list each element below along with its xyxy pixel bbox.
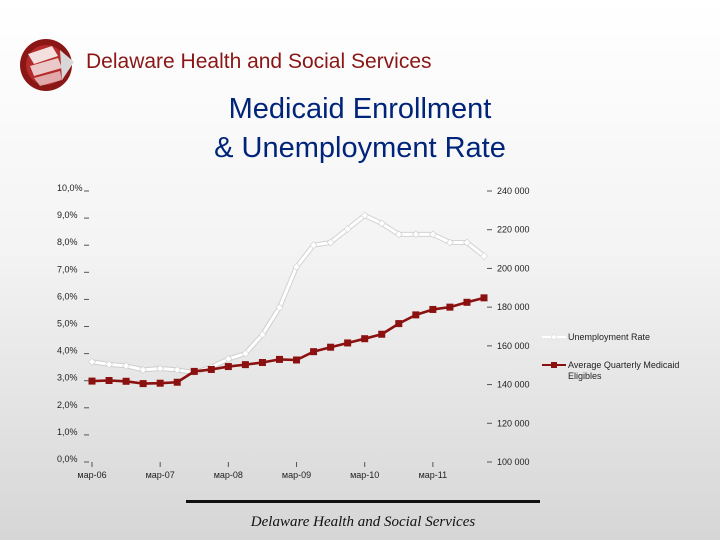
medicaid-eligibles-point bbox=[258, 359, 266, 367]
right-axis-tick-label: 140 000 bbox=[497, 380, 530, 390]
x-axis-tick-label: мар-11 bbox=[419, 470, 448, 480]
medicaid-eligibles-point bbox=[207, 365, 215, 373]
unemployment-rate-point bbox=[428, 230, 437, 239]
medicaid-eligibles-point bbox=[275, 355, 283, 363]
left-axis-tick-label: 4,0% bbox=[57, 346, 78, 356]
medicaid-eligibles-point bbox=[173, 378, 181, 386]
left-axis-tick-label: 6,0% bbox=[57, 291, 78, 301]
medicaid-eligibles-point bbox=[463, 298, 471, 306]
unemployment-rate-line bbox=[91, 213, 485, 375]
medicaid-eligibles-point bbox=[412, 311, 420, 319]
dhss-logo bbox=[20, 39, 74, 91]
unemployment-line-shadow bbox=[91, 212, 486, 376]
medicaid-eligibles-point bbox=[293, 356, 301, 364]
medicaid-eligibles-point bbox=[139, 380, 147, 388]
unemployment-rate-point bbox=[445, 238, 454, 247]
left-axis-tick-label: 10,0% bbox=[57, 183, 83, 193]
medicaid-eligibles-point bbox=[224, 363, 232, 371]
medicaid-eligibles-point bbox=[344, 339, 352, 347]
unemployment-rate-point bbox=[224, 355, 233, 363]
unemployment-rate-point bbox=[105, 360, 113, 369]
unemployment-rate-point bbox=[411, 230, 420, 239]
unemployment-rate-point bbox=[360, 211, 369, 220]
unemployment-rate-point bbox=[292, 262, 301, 271]
medicaid-eligibles-point bbox=[446, 303, 454, 311]
unemployment-rate-point bbox=[258, 330, 267, 339]
unemployment-rate-point bbox=[326, 238, 335, 247]
medicaid-eligibles-point bbox=[327, 343, 335, 351]
medicaid-eligibles-point bbox=[190, 367, 198, 375]
chart-title: Medicaid Enrollment & Unemployment Rate bbox=[160, 90, 560, 168]
legend-unemployment-marker bbox=[550, 333, 558, 341]
medicaid-eligibles-point bbox=[241, 361, 249, 369]
left-axis-tick-label: 5,0% bbox=[57, 319, 78, 329]
x-axis-tick-label: мар-06 bbox=[77, 470, 106, 480]
x-axis-tick-label: мар-08 bbox=[214, 470, 243, 480]
footer-text: Delaware Health and Social Services bbox=[250, 514, 476, 530]
medicaid-eligibles-point bbox=[429, 305, 437, 313]
medicaid-eligibles-point bbox=[395, 320, 403, 328]
unemployment-rate-point bbox=[88, 357, 96, 366]
chart-title-line-2: & Unemployment Rate bbox=[214, 132, 506, 164]
unemployment-rate-point bbox=[309, 241, 318, 250]
medicaid-eligibles-point bbox=[310, 348, 318, 356]
right-axis-tick-label: 240 000 bbox=[497, 186, 530, 196]
right-axis-tick-label: 180 000 bbox=[497, 302, 530, 312]
chart-title-line-1: Medicaid Enrollment bbox=[228, 93, 492, 125]
left-axis-tick-label: 8,0% bbox=[57, 237, 78, 247]
x-axis-tick-label: мар-10 bbox=[350, 470, 379, 480]
left-axis-tick-label: 9,0% bbox=[57, 210, 78, 220]
unemployment-rate-point bbox=[122, 361, 131, 370]
unemployment-rate-point bbox=[156, 364, 165, 373]
unemployment-rate-point bbox=[343, 225, 352, 233]
x-axis-tick-label: мар-07 bbox=[146, 470, 175, 480]
legend-medicaid-label: Average Quarterly Medicaid Eligibles bbox=[568, 360, 679, 381]
unemployment-rate-point bbox=[394, 230, 403, 239]
left-axis-tick-label: 0,0% bbox=[57, 454, 78, 464]
x-axis-tick-label: мар-09 bbox=[282, 470, 311, 480]
unemployment-rate-point bbox=[173, 365, 182, 374]
medicaid-eligibles-point bbox=[105, 377, 113, 385]
unemployment-rate-point bbox=[480, 252, 488, 260]
legend-unemployment-label: Unemployment Rate bbox=[568, 332, 650, 342]
left-axis-tick-label: 2,0% bbox=[57, 400, 78, 410]
right-axis-tick-label: 160 000 bbox=[497, 341, 530, 351]
medicaid-eligibles-point bbox=[122, 377, 130, 385]
medicaid-eligibles-point bbox=[480, 294, 488, 302]
org-name: Delaware Health and Social Services bbox=[86, 50, 432, 73]
medicaid-eligibles-point bbox=[156, 379, 164, 387]
left-axis-tick-label: 1,0% bbox=[57, 427, 78, 437]
unemployment-rate-point bbox=[139, 365, 148, 374]
unemployment-rate-point bbox=[377, 219, 386, 228]
unemployment-rate-point bbox=[241, 349, 250, 358]
medicaid-eligibles-point bbox=[88, 377, 96, 385]
right-axis-tick-label: 200 000 bbox=[497, 263, 530, 273]
unemployment-rate-point bbox=[275, 303, 284, 312]
legend-medicaid-marker bbox=[551, 362, 557, 368]
left-axis-tick-label: 7,0% bbox=[57, 264, 78, 274]
unemployment-rate-point bbox=[463, 238, 471, 247]
medicaid-eligibles-point bbox=[378, 330, 386, 338]
right-axis-tick-label: 220 000 bbox=[497, 225, 530, 235]
right-axis-tick-label: 100 000 bbox=[497, 457, 530, 467]
footer-divider bbox=[186, 500, 540, 503]
left-axis-tick-label: 3,0% bbox=[57, 373, 78, 383]
right-axis-tick-label: 120 000 bbox=[497, 418, 530, 428]
medicaid-eligibles-point bbox=[361, 335, 369, 343]
